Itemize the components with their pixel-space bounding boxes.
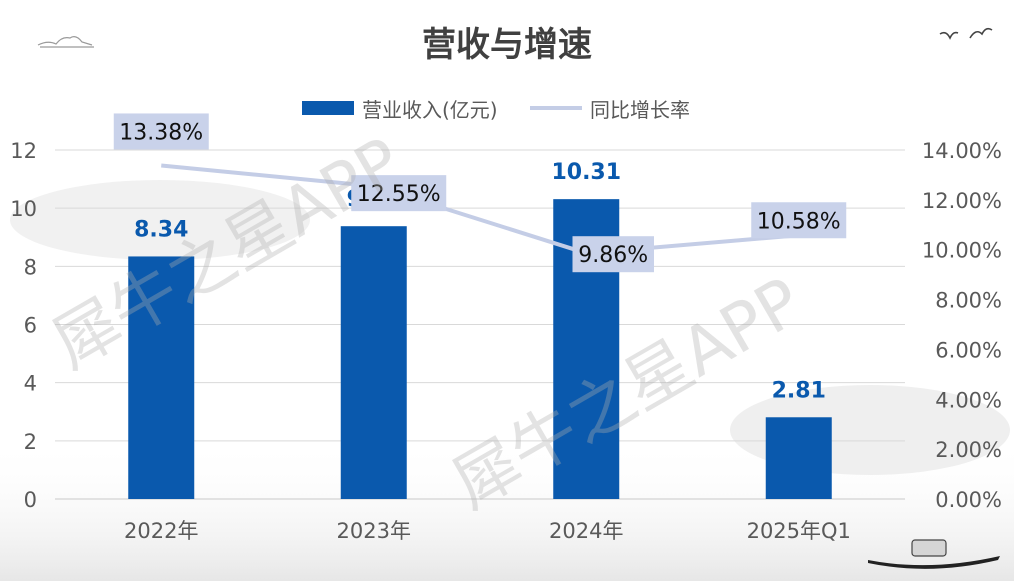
bar-series: 8.349.3810.312.81 — [128, 160, 832, 500]
growth-line — [161, 163, 799, 256]
bar-data-label: 8.34 — [134, 217, 188, 242]
line-data-label: 13.38% — [119, 120, 203, 145]
right-tick-label: 12.00% — [922, 189, 1002, 213]
left-axis: 0 2 4 6 8 10 12 — [10, 139, 37, 512]
line-data-label-box — [751, 202, 847, 239]
x-tick-label: 2023年 — [337, 519, 411, 543]
legend: 营业收入(亿元) 同比增长率 — [302, 98, 690, 122]
x-tick-label: 2022年 — [124, 519, 198, 543]
legend-label-line: 同比增长率 — [590, 98, 690, 122]
bar — [340, 226, 407, 499]
line-data-label: 9.86% — [578, 243, 648, 268]
mist-decoration — [10, 180, 310, 260]
left-tick-label: 10 — [10, 197, 37, 221]
left-tick-label: 12 — [10, 139, 37, 163]
bar — [128, 256, 195, 499]
legend-swatch-bar — [302, 101, 354, 115]
right-tick-label: 8.00% — [935, 289, 1002, 313]
left-tick-label: 2 — [24, 430, 37, 454]
left-tick-label: 6 — [24, 314, 37, 338]
mountain-decoration-icon — [37, 36, 94, 48]
right-tick-label: 6.00% — [935, 338, 1002, 362]
bar — [765, 417, 832, 499]
right-tick-label: 0.00% — [935, 488, 1002, 512]
boat-decoration-icon — [868, 539, 1000, 569]
chart-title: 营收与增速 — [422, 25, 592, 65]
right-tick-label: 4.00% — [935, 388, 1002, 412]
left-tick-label: 0 — [24, 488, 37, 512]
right-tick-label: 14.00% — [922, 139, 1002, 163]
right-tick-label: 10.00% — [922, 239, 1002, 263]
legend-label-bar: 营业收入(亿元) — [362, 98, 498, 122]
line-data-label: 10.58% — [757, 209, 841, 234]
line-data-label-box — [113, 113, 209, 150]
x-axis: 2022年 2023年 2024年 2025年Q1 — [124, 519, 851, 543]
x-tick-label: 2024年 — [549, 519, 623, 543]
right-tick-label: 2.00% — [935, 438, 1002, 462]
bar-data-label: 2.81 — [772, 378, 826, 403]
right-axis: 0.00% 2.00% 4.00% 6.00% 8.00% 10.00% 12.00% 14.… — [922, 139, 1002, 512]
line-data-label: 12.55% — [357, 182, 441, 207]
left-tick-label: 8 — [24, 255, 37, 279]
line-series: 13.38% 12.55% 9.86% 10.58% — [113, 113, 847, 273]
line-data-label-box — [351, 175, 447, 212]
line-data-label-box — [572, 236, 654, 273]
bar-data-label: 10.31 — [551, 160, 621, 185]
left-tick-label: 4 — [24, 372, 37, 396]
x-tick-label: 2025年Q1 — [747, 519, 851, 543]
birds-decoration-icon — [939, 27, 993, 40]
